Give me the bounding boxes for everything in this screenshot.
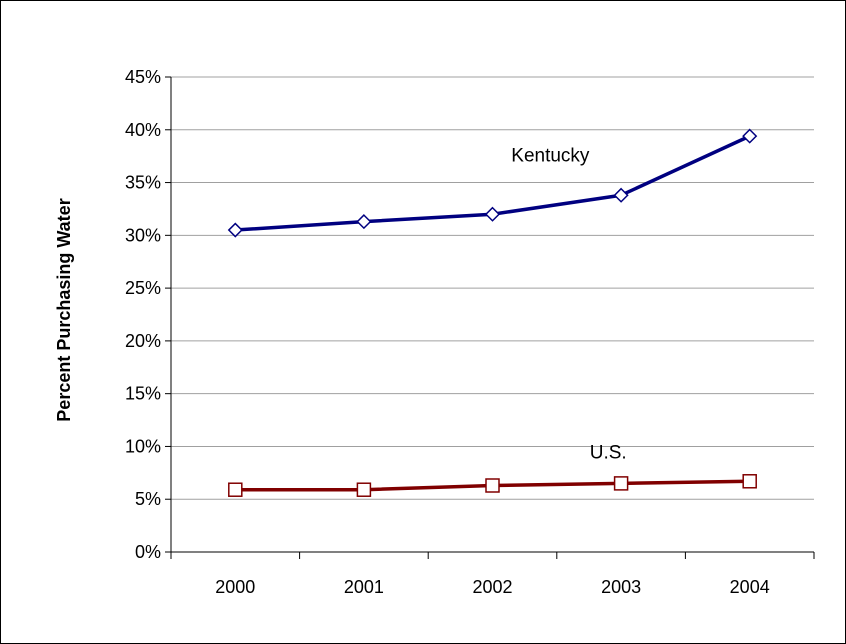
x-tick-label: 2000 bbox=[215, 577, 255, 597]
data-point-marker bbox=[484, 206, 501, 222]
x-tick-label: 2002 bbox=[472, 577, 512, 597]
series-group: Kentucky U.S. bbox=[227, 128, 758, 497]
data-point-marker bbox=[356, 482, 372, 497]
y-tick-label: 5% bbox=[135, 489, 161, 509]
data-point-marker bbox=[485, 478, 500, 493]
y-tick-label: 25% bbox=[125, 278, 161, 298]
y-tick-label: 0% bbox=[135, 542, 161, 562]
y-tick-label: 40% bbox=[125, 120, 161, 140]
data-point-marker bbox=[613, 476, 629, 491]
series-label-us: U.S. bbox=[590, 443, 627, 464]
y-tick-label: 10% bbox=[125, 436, 161, 456]
y-tick-label: 45% bbox=[125, 67, 161, 87]
series-label-kentucky: Kentucky bbox=[511, 146, 590, 167]
x-tick-label: 2001 bbox=[344, 577, 384, 597]
data-point-marker bbox=[356, 214, 372, 230]
axes bbox=[165, 76, 815, 559]
x-tick-label: 2004 bbox=[730, 577, 770, 597]
y-tick-label: 30% bbox=[125, 225, 161, 245]
y-tick-label: 15% bbox=[125, 384, 161, 404]
y-tick-labels: 0% 5% 10% 15% 20% 25% 30% 35% 40% 45% bbox=[125, 67, 161, 562]
x-tick-labels: 2000 2001 2002 2003 2004 bbox=[215, 577, 769, 597]
y-tick-label: 35% bbox=[125, 173, 161, 193]
data-point-marker bbox=[742, 474, 757, 489]
x-tick-label: 2003 bbox=[601, 577, 641, 597]
data-point-marker bbox=[227, 222, 243, 238]
gridlines bbox=[171, 76, 814, 500]
data-point-marker bbox=[742, 128, 758, 144]
y-tick-label: 20% bbox=[125, 331, 161, 351]
data-point-marker bbox=[613, 187, 629, 203]
y-axis-title: Percent Purchasing Water bbox=[54, 198, 74, 421]
data-point-marker bbox=[228, 482, 243, 497]
